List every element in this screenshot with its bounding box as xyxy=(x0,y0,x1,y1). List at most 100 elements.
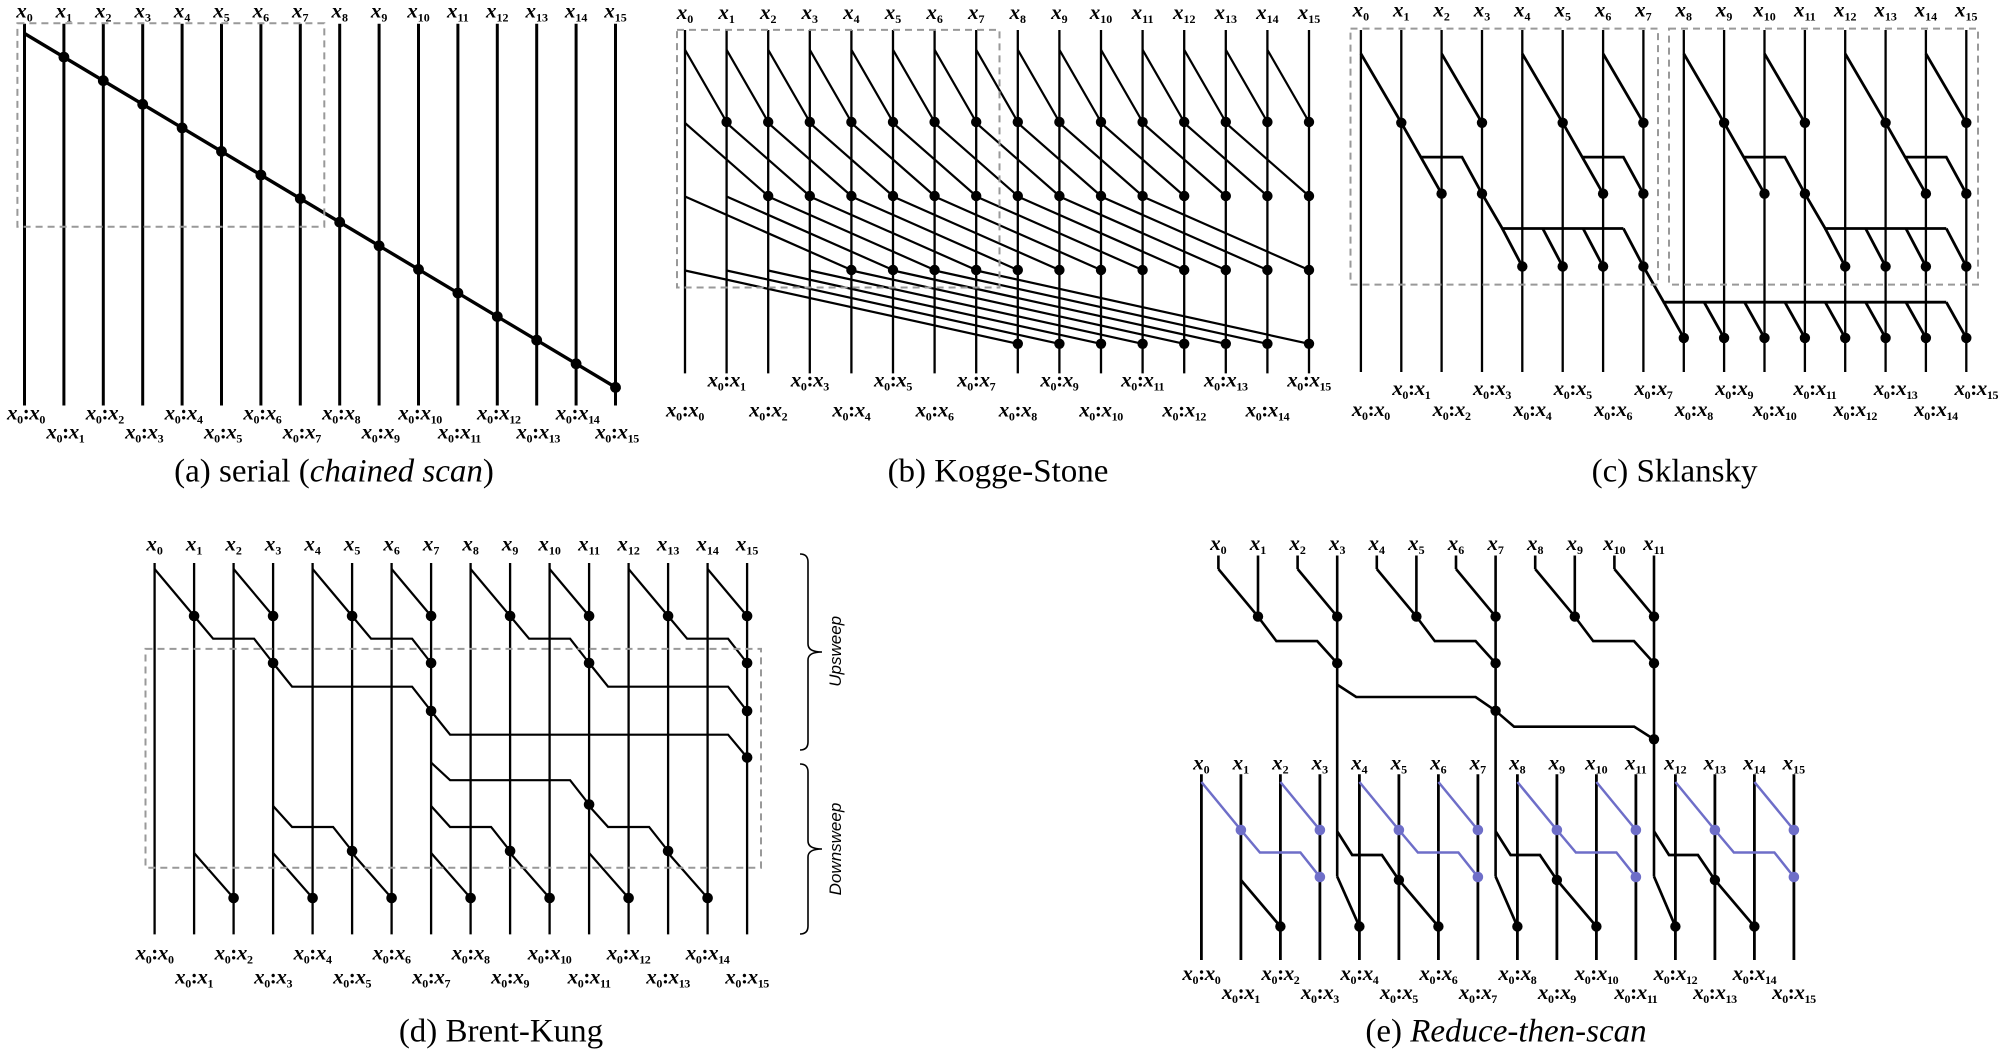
svg-text:x10: x10 xyxy=(1089,0,1113,26)
svg-text:x12: x12 xyxy=(485,0,509,25)
svg-text:x0:x10: x0:x10 xyxy=(1078,398,1123,424)
svg-text:x0:x15: x0:x15 xyxy=(1771,980,1816,1006)
svg-text:x0:x9: x0:x9 xyxy=(1039,367,1078,393)
svg-text:x11: x11 xyxy=(577,532,600,558)
svg-text:x10: x10 xyxy=(537,532,561,558)
svg-text:x0:x2: x0:x2 xyxy=(748,398,787,424)
svg-text:x0:x9: x0:x9 xyxy=(361,420,400,446)
svg-text:x0: x0 xyxy=(1192,751,1210,777)
svg-text:x1: x1 xyxy=(1392,0,1410,24)
svg-text:x9: x9 xyxy=(1566,531,1584,557)
svg-text:x10: x10 xyxy=(1584,751,1608,777)
svg-text:x0:x2: x0:x2 xyxy=(214,941,253,967)
svg-text:x0:x3: x0:x3 xyxy=(790,367,829,393)
svg-text:x3: x3 xyxy=(1473,0,1491,24)
svg-text:x0:x11: x0:x11 xyxy=(567,964,611,990)
svg-text:x0:x7: x0:x7 xyxy=(282,420,321,446)
svg-text:x11: x11 xyxy=(1642,531,1665,557)
svg-text:x0:x10: x0:x10 xyxy=(1752,397,1797,423)
svg-text:x0:x12: x0:x12 xyxy=(476,401,521,427)
svg-text:x0:x1: x0:x1 xyxy=(707,367,746,393)
svg-text:x12: x12 xyxy=(1172,0,1196,26)
svg-text:x0:x11: x0:x11 xyxy=(1792,376,1836,402)
svg-text:x0:x12: x0:x12 xyxy=(1832,397,1877,423)
svg-text:x5: x5 xyxy=(884,0,902,26)
svg-text:x8: x8 xyxy=(1675,0,1693,24)
svg-text:x15: x15 xyxy=(1782,751,1806,777)
svg-text:x0:x9: x0:x9 xyxy=(490,964,529,990)
svg-text:x1: x1 xyxy=(717,0,735,26)
svg-text:x0: x0 xyxy=(1352,0,1370,24)
svg-text:x2: x2 xyxy=(759,0,777,26)
svg-text:x12: x12 xyxy=(1663,751,1687,777)
svg-text:x0:x1: x0:x1 xyxy=(45,420,84,446)
svg-text:x4: x4 xyxy=(1513,0,1531,24)
svg-text:x9: x9 xyxy=(1548,751,1566,777)
svg-text:x0: x0 xyxy=(15,0,33,25)
svg-text:x11: x11 xyxy=(1793,0,1816,24)
svg-text:x5: x5 xyxy=(1390,751,1408,777)
svg-text:x0:x6: x0:x6 xyxy=(1593,397,1632,423)
svg-text:x13: x13 xyxy=(1703,751,1727,777)
svg-text:x14: x14 xyxy=(1255,0,1279,26)
svg-text:x1: x1 xyxy=(185,532,203,558)
svg-text:x0:x14: x0:x14 xyxy=(555,401,600,427)
svg-text:x8: x8 xyxy=(1526,531,1544,557)
svg-text:x1: x1 xyxy=(1232,751,1250,777)
svg-text:x0:x8: x0:x8 xyxy=(998,398,1037,424)
svg-text:x0:x6: x0:x6 xyxy=(1418,961,1457,987)
svg-text:x0:x4: x0:x4 xyxy=(293,941,332,967)
svg-text:x2: x2 xyxy=(1432,0,1450,24)
svg-text:x13: x13 xyxy=(1214,0,1238,26)
svg-text:x0:x12: x0:x12 xyxy=(1653,961,1698,987)
svg-text:x4: x4 xyxy=(1368,531,1386,557)
svg-text:x0:x8: x0:x8 xyxy=(321,401,360,427)
svg-text:x0:x14: x0:x14 xyxy=(685,941,730,967)
svg-text:x3: x3 xyxy=(1311,751,1329,777)
svg-text:x14: x14 xyxy=(564,0,588,25)
svg-text:(b) Kogge-Stone: (b) Kogge-Stone xyxy=(888,454,1109,490)
svg-text:x2: x2 xyxy=(1288,531,1306,557)
svg-text:x0:x5: x0:x5 xyxy=(332,964,371,990)
svg-text:x0:x8: x0:x8 xyxy=(451,941,490,967)
svg-text:x2: x2 xyxy=(1271,751,1289,777)
svg-text:x11: x11 xyxy=(446,0,469,25)
svg-text:x7: x7 xyxy=(422,532,440,558)
svg-text:x0:x2: x0:x2 xyxy=(1260,961,1299,987)
svg-text:x0:x5: x0:x5 xyxy=(873,367,912,393)
svg-text:x0:x3: x0:x3 xyxy=(124,420,163,446)
svg-text:x0:x11: x0:x11 xyxy=(1613,980,1657,1006)
svg-text:x0:x2: x0:x2 xyxy=(1432,397,1471,423)
svg-text:x1: x1 xyxy=(55,0,73,25)
svg-text:x15: x15 xyxy=(1297,0,1321,26)
svg-text:x13: x13 xyxy=(524,0,548,25)
svg-text:x13: x13 xyxy=(1873,0,1897,24)
svg-text:x4: x4 xyxy=(1350,751,1368,777)
svg-text:x0:x2: x0:x2 xyxy=(85,401,124,427)
svg-text:x12: x12 xyxy=(1833,0,1857,24)
svg-text:x5: x5 xyxy=(1407,531,1425,557)
svg-text:x0:x7: x0:x7 xyxy=(956,367,995,393)
svg-text:x0:x1: x0:x1 xyxy=(1391,376,1430,402)
svg-text:x0:x5: x0:x5 xyxy=(203,420,242,446)
svg-text:x5: x5 xyxy=(1553,0,1571,24)
svg-text:x6: x6 xyxy=(252,0,270,25)
svg-text:x8: x8 xyxy=(1508,751,1526,777)
svg-text:x6: x6 xyxy=(1447,531,1465,557)
svg-text:x0:x13: x0:x13 xyxy=(1873,376,1918,402)
svg-text:x0:x3: x0:x3 xyxy=(1300,980,1339,1006)
svg-text:x4: x4 xyxy=(173,0,191,25)
svg-text:x0:x5: x0:x5 xyxy=(1553,376,1592,402)
svg-text:x0:x9: x0:x9 xyxy=(1537,980,1576,1006)
svg-text:x7: x7 xyxy=(1486,531,1504,557)
svg-text:x9: x9 xyxy=(501,532,518,558)
svg-text:x0:x15: x0:x15 xyxy=(1286,367,1331,393)
svg-text:x0:x12: x0:x12 xyxy=(606,941,651,967)
svg-text:x0:x8: x0:x8 xyxy=(1497,961,1536,987)
svg-text:x0:x6: x0:x6 xyxy=(915,398,954,424)
svg-text:x0:x6: x0:x6 xyxy=(372,941,411,967)
svg-text:x11: x11 xyxy=(1624,751,1647,777)
svg-text:(a) serial (chained scan): (a) serial (chained scan) xyxy=(174,454,494,490)
svg-text:x4: x4 xyxy=(303,532,321,558)
svg-text:x8: x8 xyxy=(461,532,479,558)
